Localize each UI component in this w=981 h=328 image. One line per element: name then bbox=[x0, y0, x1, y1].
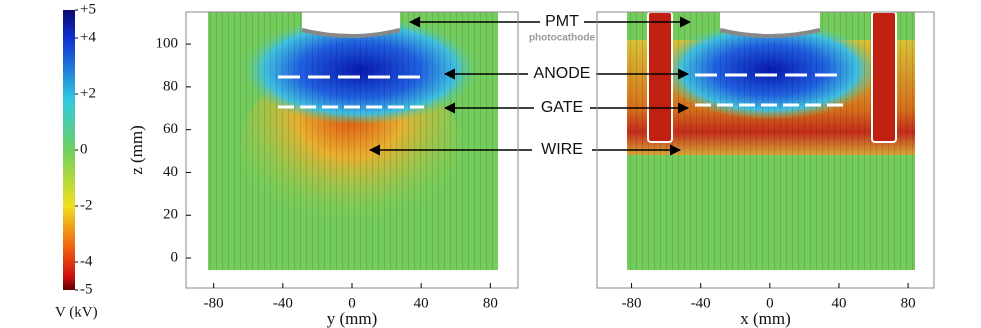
colorbar-tick-label: +5 bbox=[80, 1, 96, 17]
y-tick-label: 20 bbox=[163, 207, 178, 223]
x-axis-label: y (mm) bbox=[327, 309, 378, 328]
x-tick-label: -80 bbox=[204, 295, 224, 311]
x-tick-label: -40 bbox=[273, 295, 293, 311]
annotation: WIRE bbox=[541, 141, 583, 158]
y-tick-label: 60 bbox=[163, 121, 178, 137]
arrows bbox=[368, 16, 692, 156]
axes-frame bbox=[596, 11, 935, 289]
colorbar-tick-label: +2 bbox=[80, 85, 96, 101]
annotation: photocathode bbox=[529, 33, 596, 44]
x-tick-label: 40 bbox=[414, 295, 429, 311]
x-tick-label: -80 bbox=[622, 295, 642, 311]
annotation: PMT bbox=[545, 13, 579, 30]
colorbar-tick-label: 0 bbox=[80, 141, 88, 157]
y-tick-label: 100 bbox=[156, 36, 179, 52]
annotation: GATE bbox=[541, 99, 583, 116]
right-field bbox=[627, 11, 915, 270]
colorbar-label: V (kV) bbox=[55, 304, 98, 320]
x-tick-label: -40 bbox=[691, 295, 711, 311]
x-tick-label: 40 bbox=[831, 295, 846, 311]
y-tick-label: 0 bbox=[171, 249, 179, 265]
y-axis-label: z (mm) bbox=[127, 125, 146, 175]
colorbar-image bbox=[63, 10, 75, 290]
y-tick-label: 80 bbox=[163, 78, 178, 94]
annotation: ANODE bbox=[534, 65, 591, 82]
x-tick-label: 80 bbox=[483, 295, 498, 311]
x-tick-label: 80 bbox=[901, 295, 916, 311]
left-field bbox=[208, 12, 498, 270]
x-axis-label: x (mm) bbox=[740, 309, 791, 328]
x-tick-label: 0 bbox=[348, 295, 356, 311]
colorbar-tick-label: -4 bbox=[80, 253, 93, 269]
x-tick-label: 0 bbox=[766, 295, 774, 311]
y-tick-label: 40 bbox=[163, 164, 178, 180]
colorbar-tick-label: +4 bbox=[80, 29, 96, 45]
colorbar-tick-label: -2 bbox=[80, 197, 93, 213]
colorbar-tick-label: -5 bbox=[80, 281, 93, 297]
